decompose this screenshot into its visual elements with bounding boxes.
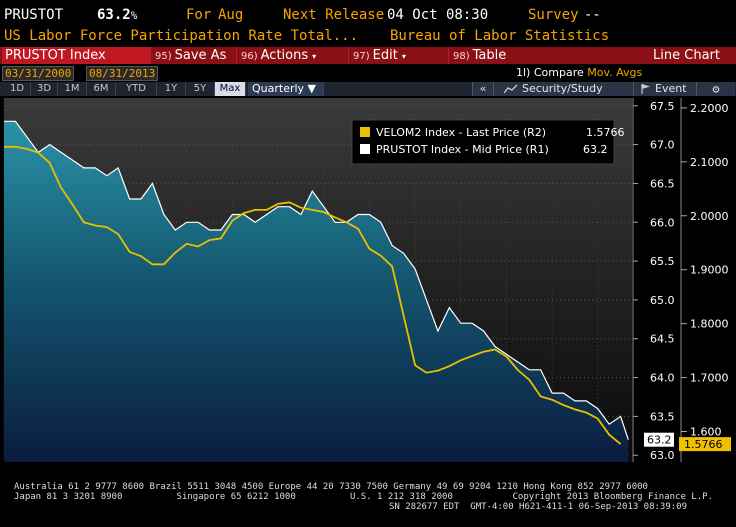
legend-value: 63.2 xyxy=(583,143,608,156)
left-axis-tick-label: 64.5 xyxy=(650,333,675,346)
right-axis-tick-label: 2.2000 xyxy=(690,102,729,115)
last-price-label-left: 63.2 xyxy=(647,434,672,447)
period-selector-row: 1D 3D 1M 6M YTD 1Y 5Y Max Quarterly ▼ « … xyxy=(0,82,736,96)
event-button[interactable]: Event xyxy=(633,82,696,96)
period-1y[interactable]: 1Y xyxy=(157,82,186,96)
right-axis-tick-label: 1.8000 xyxy=(690,318,729,331)
toolbar: PRUSTOT Index 95) Save As 96) Actions ▾ 97)… xyxy=(0,47,736,64)
chart: 63.0 63.5 64.0 64.5 65.0 65.5 66.0 66.5 67.0 67.5… xyxy=(3,98,731,462)
survey-label: Survey xyxy=(528,7,579,23)
right-axis-tick-label: 1.600 xyxy=(690,426,722,439)
value-unit: % xyxy=(130,9,138,22)
frequency-dropdown[interactable]: Quarterly ▼ xyxy=(248,82,324,96)
prustot-line xyxy=(4,120,629,440)
survey-value: -- xyxy=(584,7,601,23)
chevron-down-icon: ▾ xyxy=(401,52,406,61)
legend-box xyxy=(351,119,615,165)
line-chart-icon xyxy=(504,84,518,94)
start-date-input[interactable]: 03/31/2000 xyxy=(2,66,75,81)
gear-icon: ⚙ xyxy=(712,82,720,96)
next-release-label: Next Release xyxy=(283,7,385,23)
footer-contacts-line1: Australia 61 2 9777 8600 Brazil 5511 304… xyxy=(14,482,648,492)
collapse-toggle[interactable]: « xyxy=(472,82,493,96)
left-axis-tick-label: 64.0 xyxy=(650,372,675,385)
right-axis-tick-label: 2.0000 xyxy=(690,210,729,223)
security-description: US Labor Force Participation Rate Total.… xyxy=(4,28,359,44)
security-input[interactable]: PRUSTOT Index xyxy=(2,47,150,64)
period-1m[interactable]: 1M xyxy=(58,82,87,96)
legend-swatch xyxy=(360,144,370,154)
legend-value: 1.5766 xyxy=(586,126,625,139)
save-as-button[interactable]: 95) Save As xyxy=(150,47,236,64)
footer-session-info: SN 282677 EDT GMT-4:00 H621-411-1 06-Sep… xyxy=(389,502,688,512)
legend-label: VELOM2 Index - Last Price (R2) xyxy=(376,126,546,139)
period-5y[interactable]: 5Y xyxy=(186,82,215,96)
chart-type-label: Line Chart xyxy=(653,48,720,63)
current-value: 63.2% xyxy=(97,6,137,25)
period-3d[interactable]: 3D xyxy=(31,82,58,96)
chevron-down-icon: ▾ xyxy=(312,52,317,61)
edit-button[interactable]: 97) Edit ▾ xyxy=(348,47,448,64)
table-button[interactable]: 98) Table xyxy=(448,47,608,64)
double-chevron-left-icon: « xyxy=(479,82,487,95)
last-price-label-right: 1.5766 xyxy=(684,438,723,451)
left-axis-tick-label: 66.0 xyxy=(650,216,675,229)
left-axis-tick-label: 65.5 xyxy=(650,255,675,268)
period-1d[interactable]: 1D xyxy=(4,82,31,96)
actions-button[interactable]: 96) Actions ▾ xyxy=(236,47,348,64)
velom2-line xyxy=(4,145,622,445)
security-study-button[interactable]: Security/Study xyxy=(493,82,633,96)
last-price-box-right xyxy=(679,437,731,452)
moving-averages-link[interactable]: Mov. Avgs xyxy=(587,66,643,79)
for-label: For xyxy=(186,7,212,23)
ticker-label: PRUSTOT xyxy=(4,7,64,23)
right-axis-tick-label: 1.9000 xyxy=(690,264,729,277)
value-number: 63.2 xyxy=(97,7,131,23)
left-axis-tick-label: 66.5 xyxy=(650,177,675,190)
right-axis-tick-label: 2.1000 xyxy=(690,156,729,169)
settings-button[interactable]: ⚙ xyxy=(696,82,735,96)
period-ytd[interactable]: YTD xyxy=(116,82,157,96)
end-date-input[interactable]: 08/31/2013 xyxy=(86,66,159,81)
left-axis-tick-label: 63.5 xyxy=(650,410,675,423)
legend-swatch xyxy=(360,127,370,137)
next-release-value: 04 Oct 08:30 xyxy=(387,7,489,23)
data-source: Bureau of Labor Statistics xyxy=(390,28,610,44)
left-axis-tick-label: 67.0 xyxy=(650,139,675,152)
flag-icon xyxy=(641,84,650,94)
prustot-area xyxy=(4,121,629,462)
left-axis-tick-label: 65.0 xyxy=(650,294,675,307)
footer-contacts-line2: Japan 81 3 3201 8900 Singapore 65 6212 1… xyxy=(14,492,713,502)
last-price-box-left xyxy=(644,432,674,447)
period-6m[interactable]: 6M xyxy=(87,82,116,96)
period-label: Aug xyxy=(218,7,244,23)
left-axis-tick-label: 63.0 xyxy=(650,449,675,462)
period-max[interactable]: Max xyxy=(215,82,246,96)
compare-control[interactable]: 1l) Compare Mov. Avgs xyxy=(516,66,643,79)
legend-label: PRUSTOT Index - Mid Price (R1) xyxy=(376,143,549,156)
right-axis-tick-label: 1.7000 xyxy=(690,372,729,385)
left-axis-tick-label: 67.5 xyxy=(650,100,675,113)
date-range-row: 03/31/2000 08/31/2013 1l) Compare Mov. A… xyxy=(0,66,736,81)
